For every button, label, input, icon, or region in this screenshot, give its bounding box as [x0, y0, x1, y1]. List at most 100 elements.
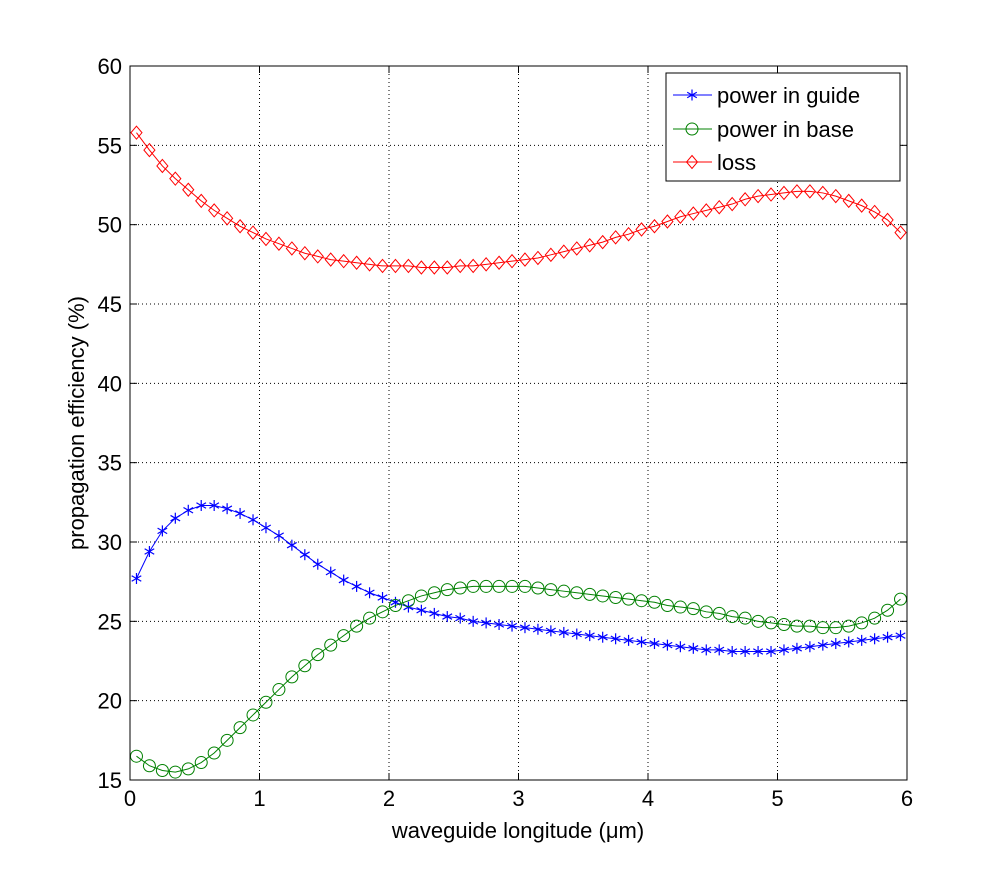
data-point	[648, 218, 661, 234]
data-point	[298, 245, 311, 261]
data-point	[466, 579, 480, 593]
data-point	[609, 591, 623, 605]
data-point	[183, 504, 194, 516]
x-tick-label: 1	[253, 786, 265, 811]
data-point	[338, 574, 349, 586]
data-point	[531, 581, 545, 595]
data-point	[351, 580, 362, 592]
data-point	[208, 203, 221, 218]
legend-marker	[685, 122, 699, 136]
y-tick-label: 50	[98, 213, 122, 238]
data-point	[842, 193, 855, 209]
y-tick-label: 35	[98, 451, 122, 476]
data-point	[830, 638, 841, 650]
data-point	[505, 579, 519, 593]
data-point	[272, 683, 286, 697]
data-point	[829, 188, 842, 204]
data-point	[662, 639, 673, 651]
data-point	[260, 522, 272, 534]
data-point	[609, 230, 622, 245]
series-power-in-base	[129, 579, 908, 779]
series-power-in-guide	[131, 500, 906, 657]
y-tick-label: 60	[98, 54, 122, 79]
series-layer	[129, 125, 908, 779]
data-point	[209, 500, 220, 512]
data-point	[376, 258, 389, 274]
y-tick-label: 25	[98, 609, 122, 634]
data-point	[868, 611, 882, 625]
data-point	[895, 630, 906, 642]
data-point	[194, 756, 208, 770]
data-point	[545, 625, 556, 637]
data-point	[714, 644, 725, 656]
x-tick-label: 6	[901, 786, 913, 811]
data-point	[817, 639, 828, 651]
data-point	[364, 587, 375, 599]
data-point	[686, 602, 700, 616]
x-tick-label: 4	[642, 786, 654, 811]
y-tick-label: 20	[98, 689, 122, 714]
data-point	[673, 600, 687, 614]
legend-marker	[686, 89, 698, 101]
y-tick-label: 45	[98, 292, 122, 317]
data-point	[156, 158, 169, 174]
data-point	[610, 633, 621, 645]
data-point	[777, 185, 791, 201]
data-point	[467, 258, 480, 274]
data-point	[453, 581, 467, 595]
series-line	[136, 132, 901, 269]
x-tick-label: 5	[771, 786, 783, 811]
data-point	[688, 642, 699, 654]
data-point	[285, 241, 299, 256]
data-point	[259, 695, 273, 709]
data-point	[324, 638, 338, 652]
data-point	[506, 620, 518, 632]
data-point	[635, 594, 649, 608]
data-point	[597, 631, 608, 643]
data-point	[713, 199, 726, 215]
series-loss	[130, 125, 907, 275]
data-point	[181, 762, 195, 776]
data-point	[570, 586, 584, 600]
data-point	[765, 645, 777, 657]
data-point	[414, 589, 428, 603]
data-point	[441, 260, 454, 275]
data-point	[259, 231, 273, 247]
data-point	[622, 592, 636, 606]
data-point	[712, 606, 726, 620]
data-point	[661, 214, 674, 229]
data-point	[790, 619, 804, 633]
data-point	[699, 605, 713, 619]
data-point	[751, 188, 765, 204]
data-point	[388, 598, 402, 612]
data-point	[518, 579, 532, 593]
data-point	[299, 549, 310, 561]
data-point	[764, 616, 778, 630]
data-point	[454, 258, 467, 274]
data-point	[286, 539, 297, 551]
data-point	[583, 587, 597, 601]
data-point	[738, 611, 752, 625]
data-point	[842, 619, 856, 633]
data-point	[401, 594, 415, 608]
data-point	[168, 765, 182, 779]
data-point	[350, 255, 363, 271]
data-point	[725, 610, 739, 624]
data-point	[272, 236, 286, 251]
x-tick-label: 2	[383, 786, 395, 811]
data-point	[803, 619, 817, 633]
data-point	[169, 171, 182, 186]
data-point	[220, 733, 234, 747]
data-point	[143, 142, 156, 158]
data-point	[429, 607, 440, 619]
data-point	[636, 636, 647, 648]
data-point	[311, 648, 325, 662]
data-point	[402, 258, 415, 274]
legend: power in guide power in base loss	[665, 72, 901, 182]
data-point	[363, 611, 377, 625]
data-point	[856, 634, 867, 646]
data-point	[738, 192, 752, 207]
data-point	[246, 708, 260, 722]
data-point	[558, 626, 569, 638]
